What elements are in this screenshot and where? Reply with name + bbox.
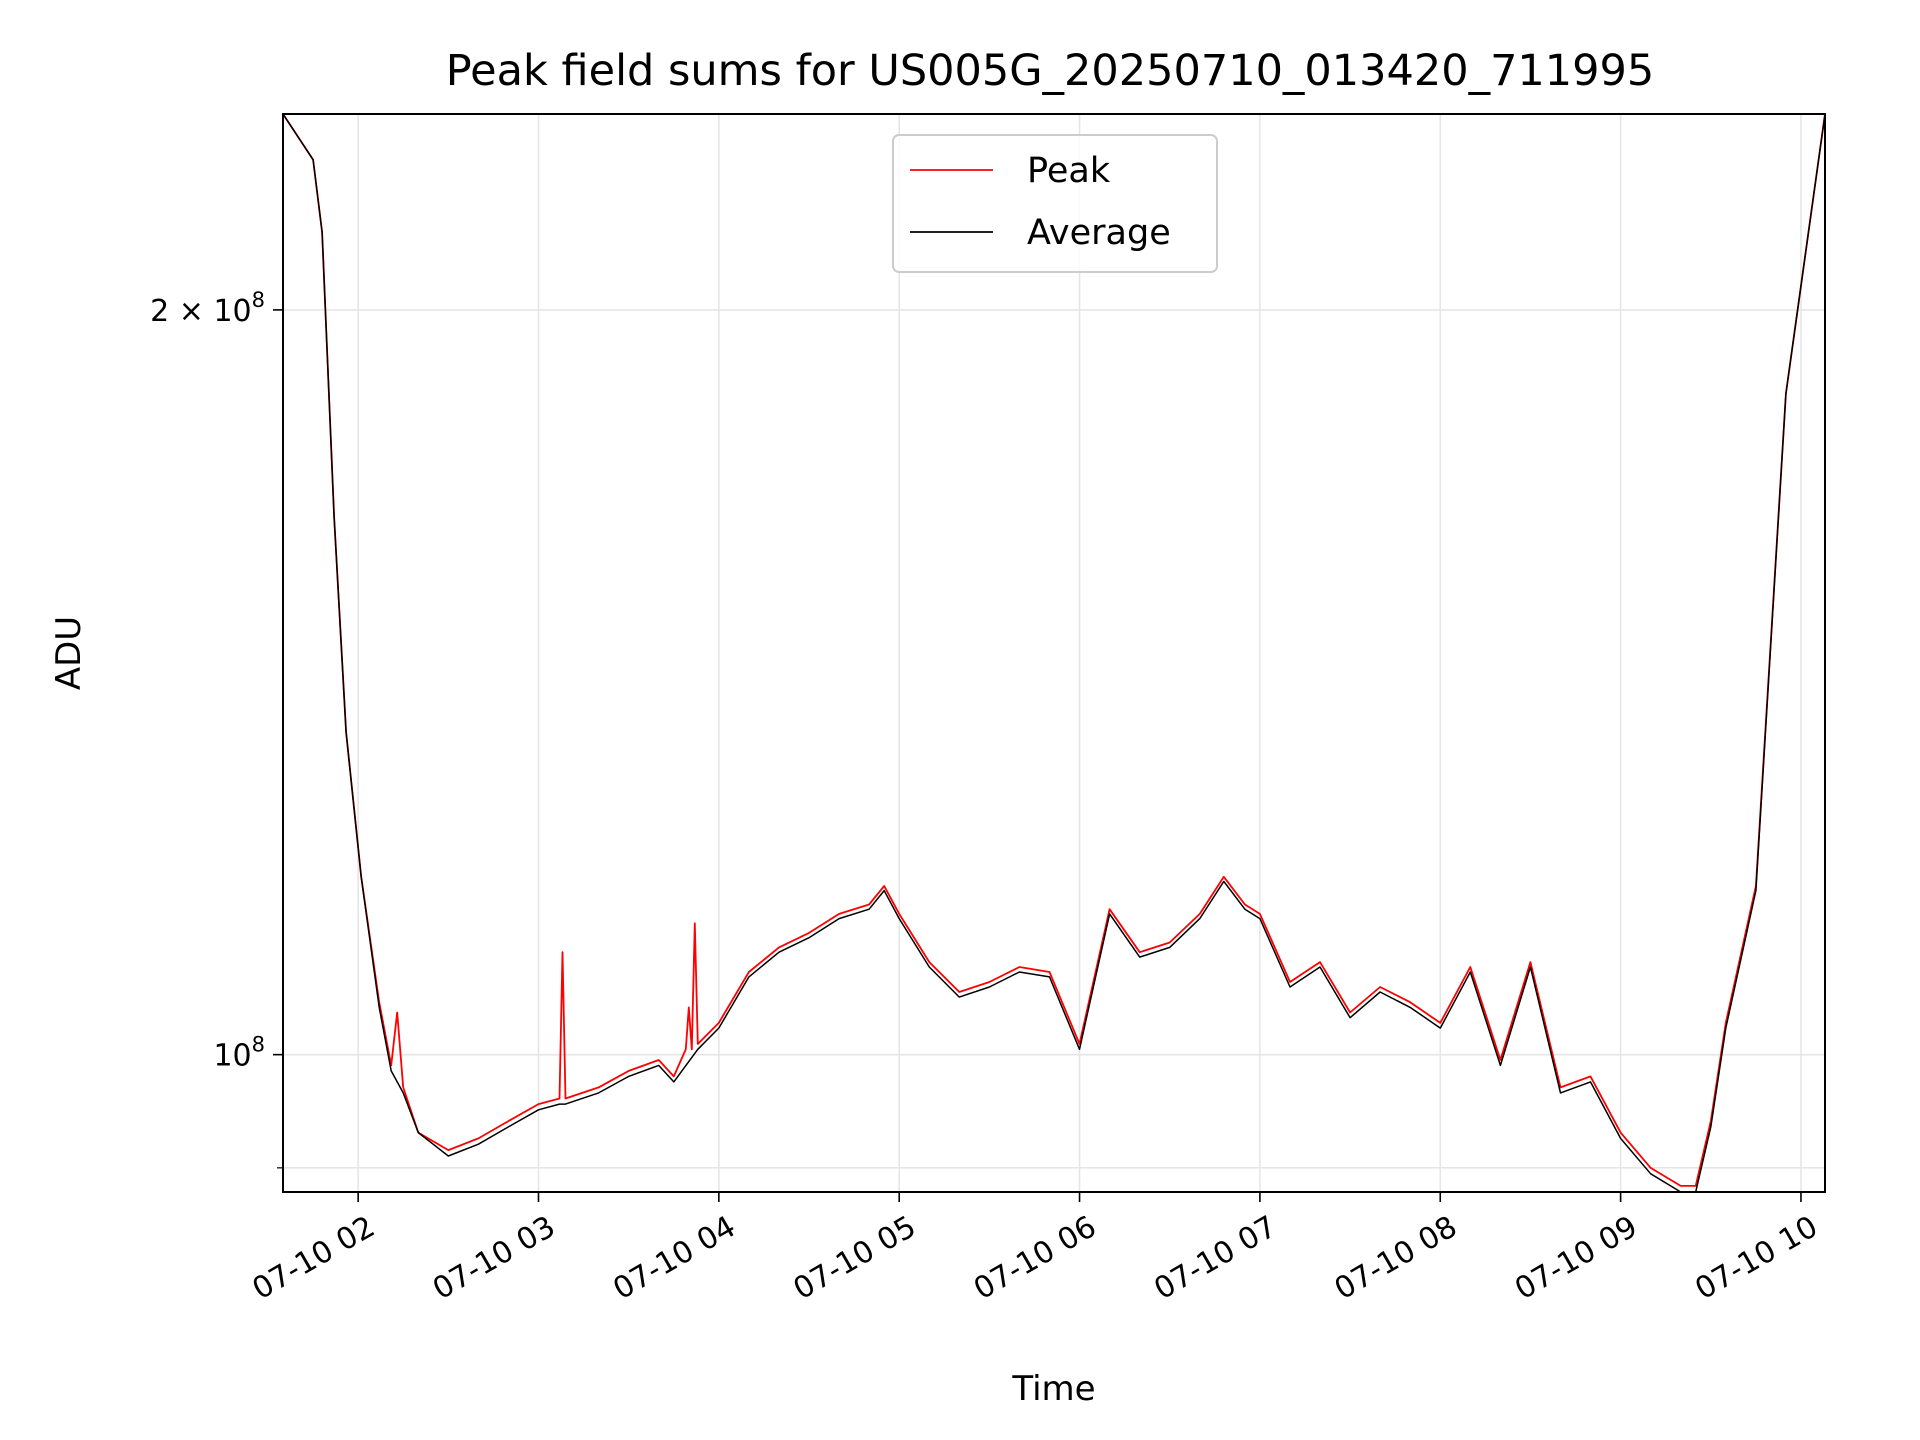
plot-area-frame <box>282 113 1826 1193</box>
y-tick-base: 10 <box>213 294 251 329</box>
y-tick-exponent: 8 <box>252 288 265 312</box>
x-axis-label: Time <box>1011 1369 1095 1409</box>
y-tick-base: 10 <box>213 1039 251 1074</box>
y-tick-exponent: 8 <box>252 1033 265 1057</box>
series-lines <box>282 113 1826 1193</box>
legend-peak-label: Peak <box>1027 151 1111 191</box>
y-axis-label: ADU <box>49 616 89 690</box>
y-tick-mantissa: 2 × <box>150 294 213 329</box>
series-line-average <box>282 113 1826 1193</box>
y-tick-label: 108 <box>213 1033 265 1074</box>
grid <box>283 114 1825 1192</box>
series-line-peak <box>282 113 1826 1187</box>
legend-average-label: Average <box>1027 213 1171 253</box>
legend: Peak Average <box>892 134 1218 273</box>
chart-title: Peak field sums for US005G_20250710_0134… <box>446 46 1654 96</box>
y-tick-label: 2 × 108 <box>150 288 265 329</box>
